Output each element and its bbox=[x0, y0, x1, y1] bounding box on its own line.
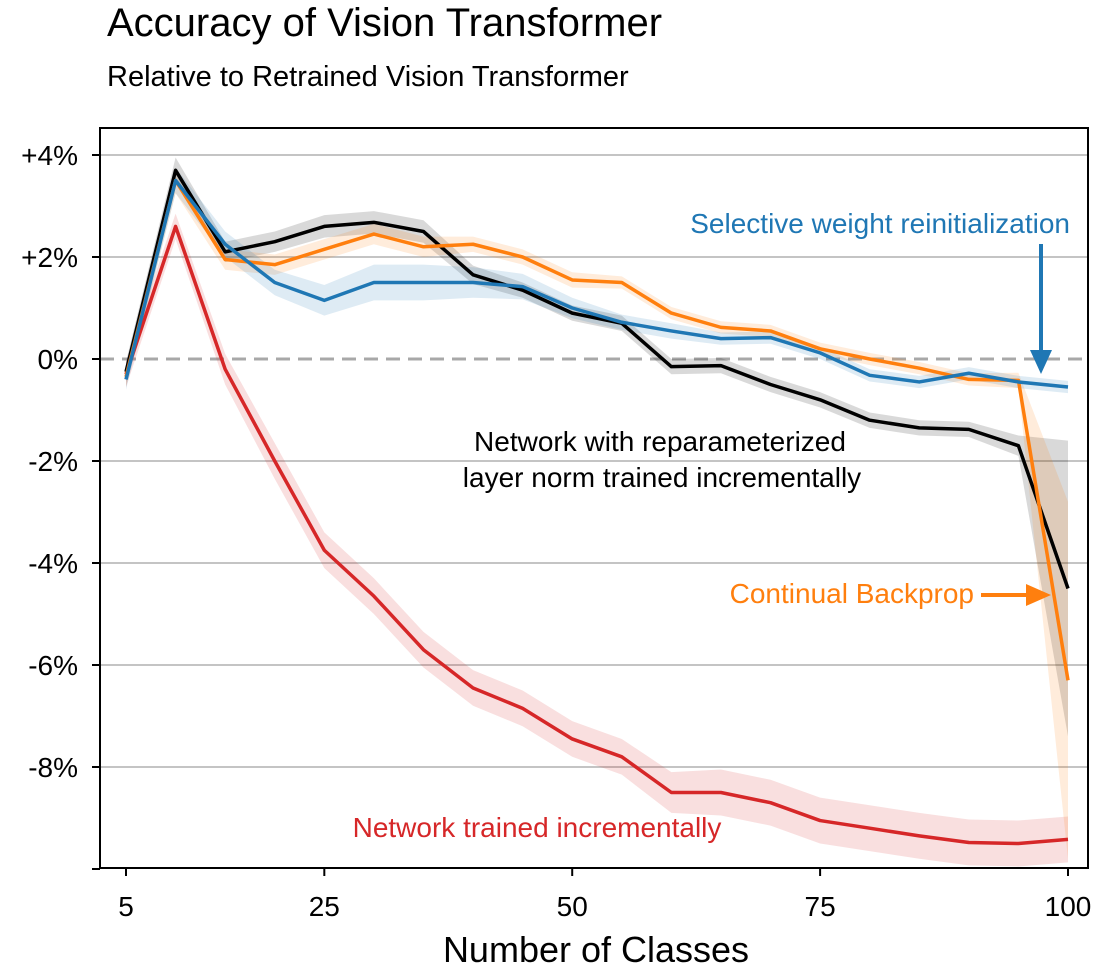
arrowhead-selective-weight-reinitialization bbox=[1030, 350, 1052, 374]
y-tick-label: 0% bbox=[38, 344, 78, 375]
x-axis-label: Number of Classes bbox=[443, 929, 749, 970]
annotation-reparameterized-line2: layer norm trained incrementally bbox=[463, 462, 861, 493]
x-tick-label: 5 bbox=[118, 891, 134, 922]
y-tick-label: -8% bbox=[28, 752, 78, 783]
arrowhead-continual-backprop bbox=[1026, 584, 1051, 606]
x-tick-label: 75 bbox=[805, 891, 836, 922]
chart-title: Accuracy of Vision Transformer bbox=[107, 1, 662, 45]
annotation-selective-weight-reinitialization: Selective weight reinitialization bbox=[690, 208, 1070, 239]
y-tick-label: -4% bbox=[28, 548, 78, 579]
annotation-continual-backprop: Continual Backprop bbox=[730, 578, 974, 609]
x-tick-label: 50 bbox=[557, 891, 588, 922]
chart-subtitle: Relative to Retrained Vision Transformer bbox=[107, 61, 629, 93]
series-band-0 bbox=[126, 213, 1068, 867]
annotation-network-trained-incrementally: Network trained incrementally bbox=[353, 812, 722, 843]
confidence-bands bbox=[126, 157, 1068, 867]
annotation-reparameterized-line1: Network with reparameterized bbox=[474, 426, 846, 457]
x-tick-label: 25 bbox=[309, 891, 340, 922]
x-axis: 5 25 50 75 100 bbox=[118, 868, 1091, 922]
series-line-0 bbox=[124, 224, 1069, 846]
series-line-1 bbox=[124, 168, 1070, 590]
y-tick-label: -6% bbox=[28, 650, 78, 681]
series-line-3 bbox=[124, 178, 1069, 389]
y-tick-label: +2% bbox=[21, 242, 78, 273]
y-tick-label: -2% bbox=[28, 446, 78, 477]
x-tick-label: 100 bbox=[1045, 891, 1092, 922]
plot-frame bbox=[99, 127, 1089, 869]
series-line-2 bbox=[124, 178, 1070, 681]
series-lines bbox=[124, 168, 1070, 846]
y-axis: +4% +2% 0% -2% -4% -6% -8% bbox=[21, 140, 100, 870]
series-band-3 bbox=[126, 167, 1068, 394]
y-tick-label: +4% bbox=[21, 140, 78, 171]
grid-lines bbox=[100, 154, 1088, 768]
